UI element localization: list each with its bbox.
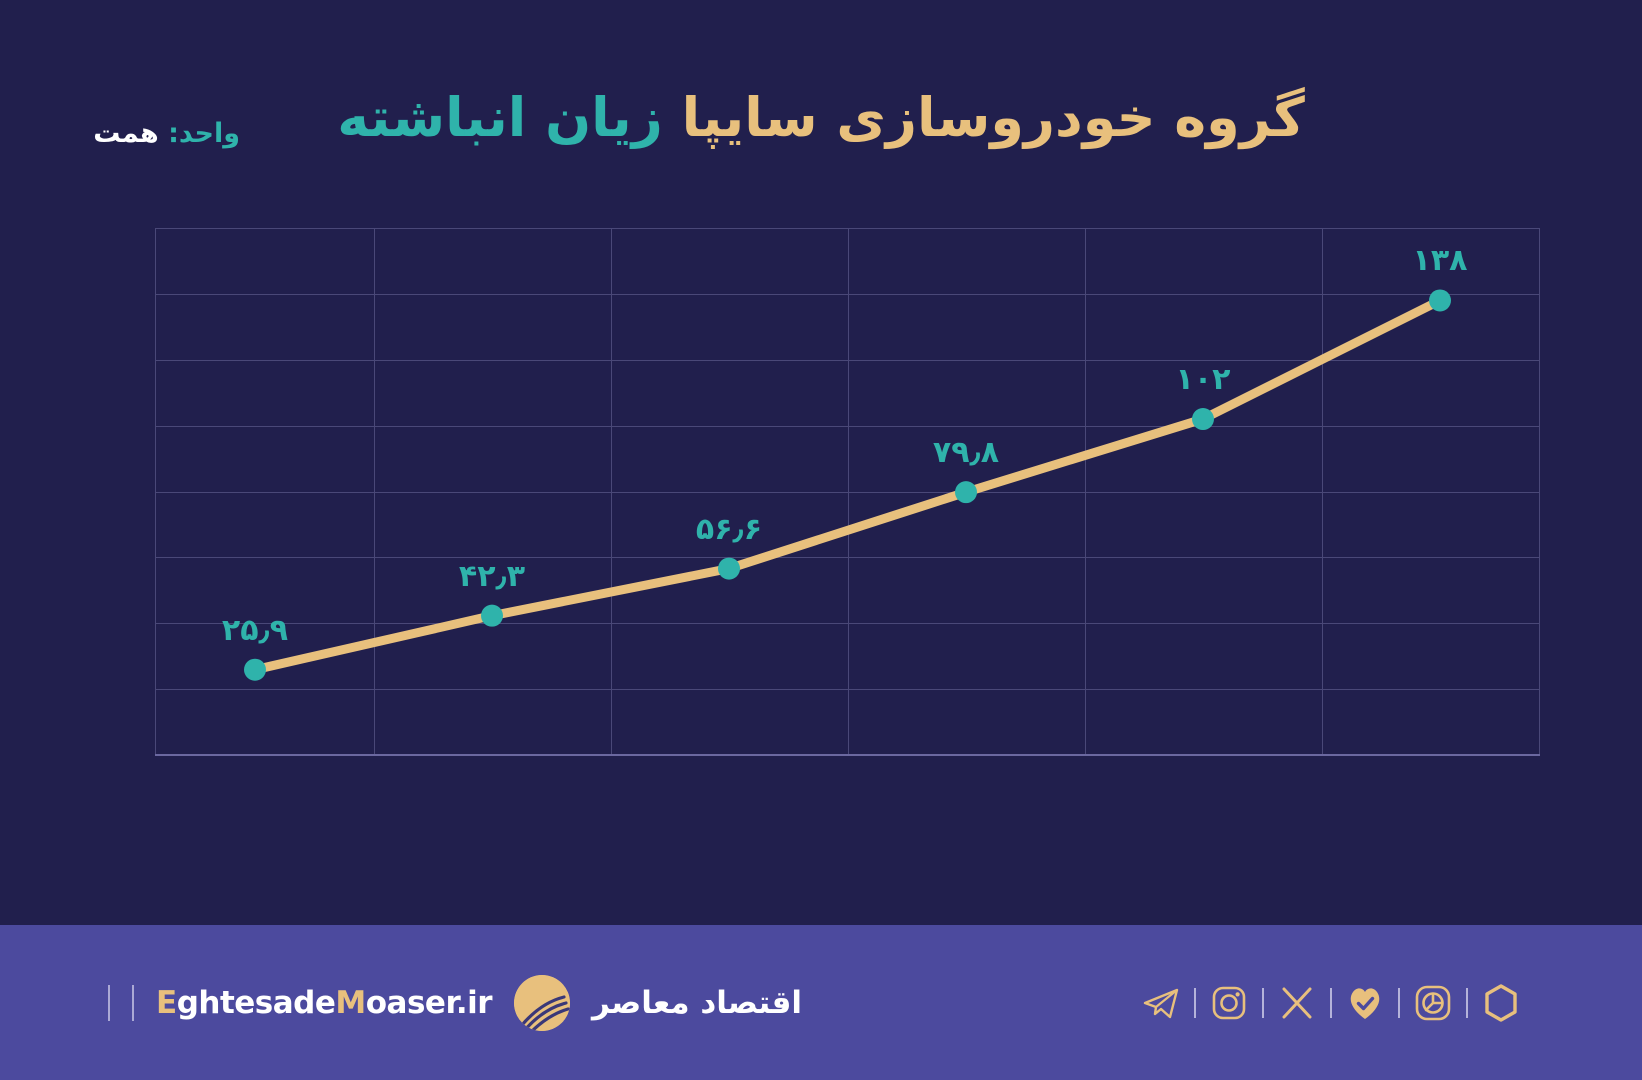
social-divider [1262, 987, 1264, 1018]
bale-icon[interactable] [1342, 980, 1388, 1026]
brand-divider-2 [132, 984, 134, 1021]
title-gold-part: گروه خودروسازی سایپا [681, 86, 1306, 149]
footer: EghtesadeMoaser.ir اقتصاد معاصر [0, 925, 1642, 1080]
data-point-label: ۷۹٫۸ [932, 435, 1000, 471]
gridline-vertical [373, 228, 375, 755]
data-point-label: ۱۰۲ [1175, 362, 1231, 398]
brand-url-part: ghtesade [176, 984, 336, 1021]
brand-name-fa: اقتصاد معاصر [592, 984, 803, 1021]
gridline-vertical [1084, 228, 1086, 755]
brand-url-part: .ir [455, 984, 493, 1021]
data-point-marker[interactable] [718, 557, 740, 580]
x-axis-baseline [155, 754, 1540, 756]
data-point-label: ۲۵٫۹ [221, 612, 289, 648]
data-point-marker[interactable] [1192, 408, 1214, 431]
data-point-marker[interactable] [244, 658, 266, 681]
brand-url-part: M [335, 984, 366, 1021]
data-point-label: ۱۳۸ [1412, 243, 1468, 279]
y-axis-tick-label: ۱۶۰ [0, 213, 48, 243]
x-twitter-icon[interactable] [1274, 980, 1320, 1026]
brand-logo-icon [514, 974, 571, 1031]
data-point-marker[interactable] [955, 481, 977, 504]
series-markers [244, 289, 1451, 681]
brand-url-part: oaser [365, 984, 457, 1021]
telegram-icon[interactable] [1138, 980, 1184, 1026]
title-teal-part: زیان انباشته [337, 86, 664, 149]
y-axis-tick-label: ۱۰۰ [0, 411, 48, 441]
gridline-vertical [1321, 228, 1323, 755]
page-title: گروه خودروسازی سایپا زیان انباشته [0, 86, 1642, 149]
social-divider [1330, 987, 1332, 1018]
brand-divider [108, 984, 110, 1021]
brand-block[interactable]: EghtesadeMoaser.ir اقتصاد معاصر [108, 974, 803, 1031]
rubika-icon[interactable] [1478, 980, 1524, 1026]
brand-url[interactable]: EghtesadeMoaser.ir [156, 984, 493, 1021]
unit-value: همت [93, 118, 159, 149]
y-axis-tick-label: ۲۰ [0, 674, 48, 704]
line-series [244, 289, 1451, 681]
y-axis-tick-label: ۴۰ [0, 608, 48, 638]
y-axis-tick-label: ۶۰ [0, 542, 48, 572]
social-divider [1466, 987, 1468, 1018]
instagram-icon[interactable] [1206, 980, 1252, 1026]
eitaa-icon[interactable] [1410, 980, 1456, 1026]
brand-url-part: E [156, 984, 177, 1021]
social-links[interactable] [1128, 980, 1534, 1026]
series-polyline [250, 295, 1445, 675]
data-point-marker[interactable] [481, 604, 503, 627]
data-point-label: ۵۶٫۶ [695, 511, 763, 547]
data-point-marker[interactable] [1429, 289, 1451, 312]
unit-label: واحد: همت [93, 118, 240, 149]
header: واحد: همت گروه خودروسازی سایپا زیان انبا… [0, 0, 1642, 210]
gridline-vertical [847, 228, 849, 755]
y-axis-tick-label: ۸۰ [0, 477, 48, 507]
unit-key: واحد: [168, 118, 240, 149]
social-divider [1398, 987, 1400, 1018]
data-point-label: ۴۲٫۳ [458, 558, 526, 594]
y-axis-tick-label: ۱۲۰ [0, 345, 48, 375]
social-divider [1194, 987, 1196, 1018]
gridline-vertical [610, 228, 612, 755]
y-axis-tick-label: ۰ [0, 740, 48, 770]
chart-plot-area: ۰۲۰۴۰۶۰۸۰۱۰۰۱۲۰۱۴۰۱۶۰ ۲۹ اسفند ۱۳۹۸۳۰ اس… [155, 228, 1540, 1050]
y-axis-tick-label: ۱۴۰ [0, 279, 48, 309]
